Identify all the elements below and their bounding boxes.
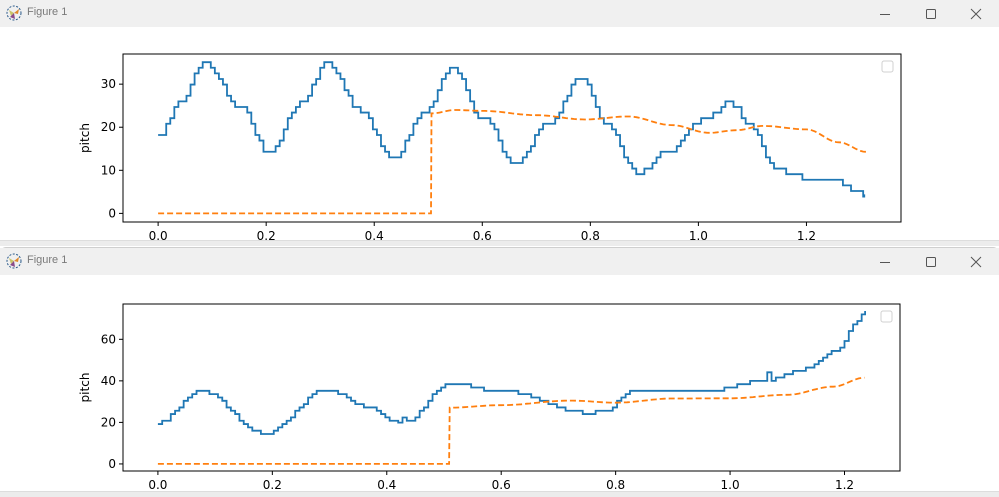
pitch-series-line-2 — [158, 109, 866, 215]
x-tick-label: 0.2 — [263, 478, 282, 492]
x-tick-label: 0.8 — [606, 478, 625, 492]
y-tick-label: 40 — [101, 374, 116, 388]
x-tick-label: 0.4 — [377, 478, 396, 492]
minimize-button[interactable] — [862, 0, 908, 27]
axes-frame — [122, 53, 902, 223]
window-title: Figure 1 — [27, 254, 68, 266]
x-tick-label: 0.8 — [581, 229, 600, 243]
y-tick-label: 60 — [101, 332, 116, 346]
matplotlib-app-icon — [6, 5, 22, 21]
x-tick-label: 0.4 — [365, 229, 384, 243]
x-tick-label: 0.0 — [149, 229, 168, 243]
figure-window-2: Figure 1 0.0 0.2 0.4 0.6 0.8 1.0 1.2 0 20 40 60 pit… — [0, 247, 999, 497]
legend-box — [881, 60, 894, 73]
x-tick-label: 1.0 — [689, 229, 708, 243]
x-tick-label: 1.2 — [835, 478, 854, 492]
close-icon — [970, 256, 982, 267]
y-axis-label: pitch — [78, 123, 92, 153]
y-axis-label: pitch — [78, 373, 92, 403]
window-bottom-edge — [0, 491, 999, 497]
y-tick-label: 30 — [101, 77, 116, 91]
minimize-icon — [880, 261, 890, 263]
close-icon — [970, 8, 982, 19]
close-button[interactable] — [953, 0, 999, 27]
y-tick-label: 0 — [108, 457, 116, 471]
x-tick-label: 0.6 — [492, 478, 511, 492]
axes-frame — [122, 303, 901, 472]
minimize-button[interactable] — [862, 248, 908, 275]
y-tick-label: 20 — [101, 120, 116, 134]
x-tick-label: 1.0 — [721, 478, 740, 492]
close-button[interactable] — [953, 248, 999, 275]
pitch-series-line-1 — [157, 311, 866, 435]
window-bottom-edge — [0, 240, 999, 246]
pitch-chart-1: 0.0 0.2 0.4 0.6 0.8 1.0 1.2 0 10 20 30 pitch — [78, 53, 902, 243]
maximize-icon — [926, 256, 936, 267]
maximize-button[interactable] — [908, 0, 954, 27]
title-bar[interactable]: Figure 1 — [0, 0, 999, 27]
pitch-series-line-2 — [157, 376, 865, 465]
x-tick-label: 0.6 — [473, 229, 492, 243]
y-tick-label: 20 — [101, 415, 116, 429]
x-tick-label: 0.2 — [257, 229, 276, 243]
pitch-series-line-1 — [158, 61, 866, 198]
legend-box — [880, 310, 893, 323]
maximize-button[interactable] — [908, 248, 954, 275]
x-tick-label: 0.0 — [148, 478, 167, 492]
y-tick-label: 0 — [108, 206, 116, 220]
minimize-icon — [880, 13, 890, 15]
figure-window-1: Figure 1 0.0 0.2 0.4 0.6 0.8 1.0 1.2 0 10 20 30 pit… — [0, 0, 999, 246]
y-tick-label: 10 — [101, 163, 116, 177]
matplotlib-app-icon — [6, 253, 22, 269]
maximize-icon — [926, 8, 936, 19]
window-title: Figure 1 — [27, 6, 68, 18]
x-tick-label: 1.2 — [797, 229, 816, 243]
title-bar[interactable]: Figure 1 — [0, 248, 999, 275]
